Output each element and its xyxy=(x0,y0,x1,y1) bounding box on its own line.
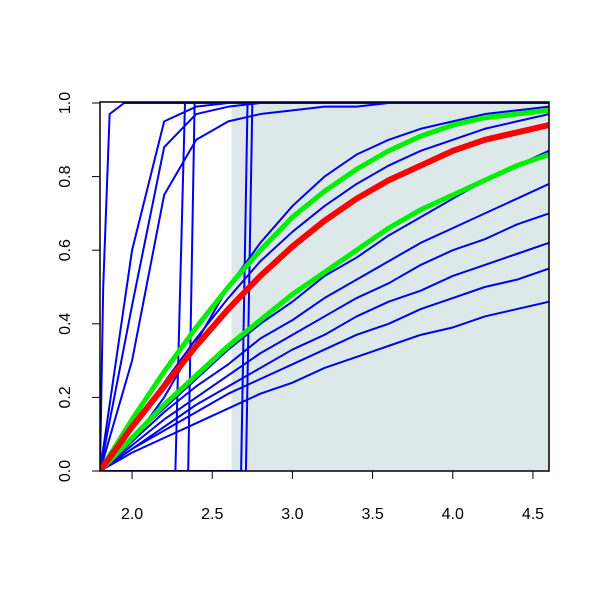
plot-frame xyxy=(99,101,550,472)
series-line xyxy=(100,267,549,471)
x-tick-label: 2.5 xyxy=(201,506,223,523)
x-tick-label: 4.5 xyxy=(522,506,544,523)
series-line xyxy=(100,300,549,471)
plot-area xyxy=(100,102,549,471)
y-tick-label: 0.6 xyxy=(57,239,74,261)
y-tick-label: 1.0 xyxy=(57,92,74,114)
shaded-region xyxy=(231,102,549,471)
series-line xyxy=(100,183,549,471)
series-line xyxy=(100,122,549,471)
series-line xyxy=(100,113,549,471)
y-tick-label: 0.8 xyxy=(57,165,74,187)
series-line xyxy=(100,107,549,471)
series-line xyxy=(100,212,549,471)
x-tick-label: 4.0 xyxy=(442,506,464,523)
x-tick-label: 2.0 xyxy=(121,506,143,523)
y-tick-label: 0.2 xyxy=(57,386,74,408)
series-line xyxy=(100,152,549,471)
x-tick-label: 3.5 xyxy=(361,506,383,523)
x-tick-label: 3.0 xyxy=(281,506,303,523)
series-line xyxy=(100,105,549,471)
y-tick-label: 0.0 xyxy=(57,460,74,482)
series-line xyxy=(100,241,549,471)
y-tick-label: 0.4 xyxy=(57,313,74,335)
